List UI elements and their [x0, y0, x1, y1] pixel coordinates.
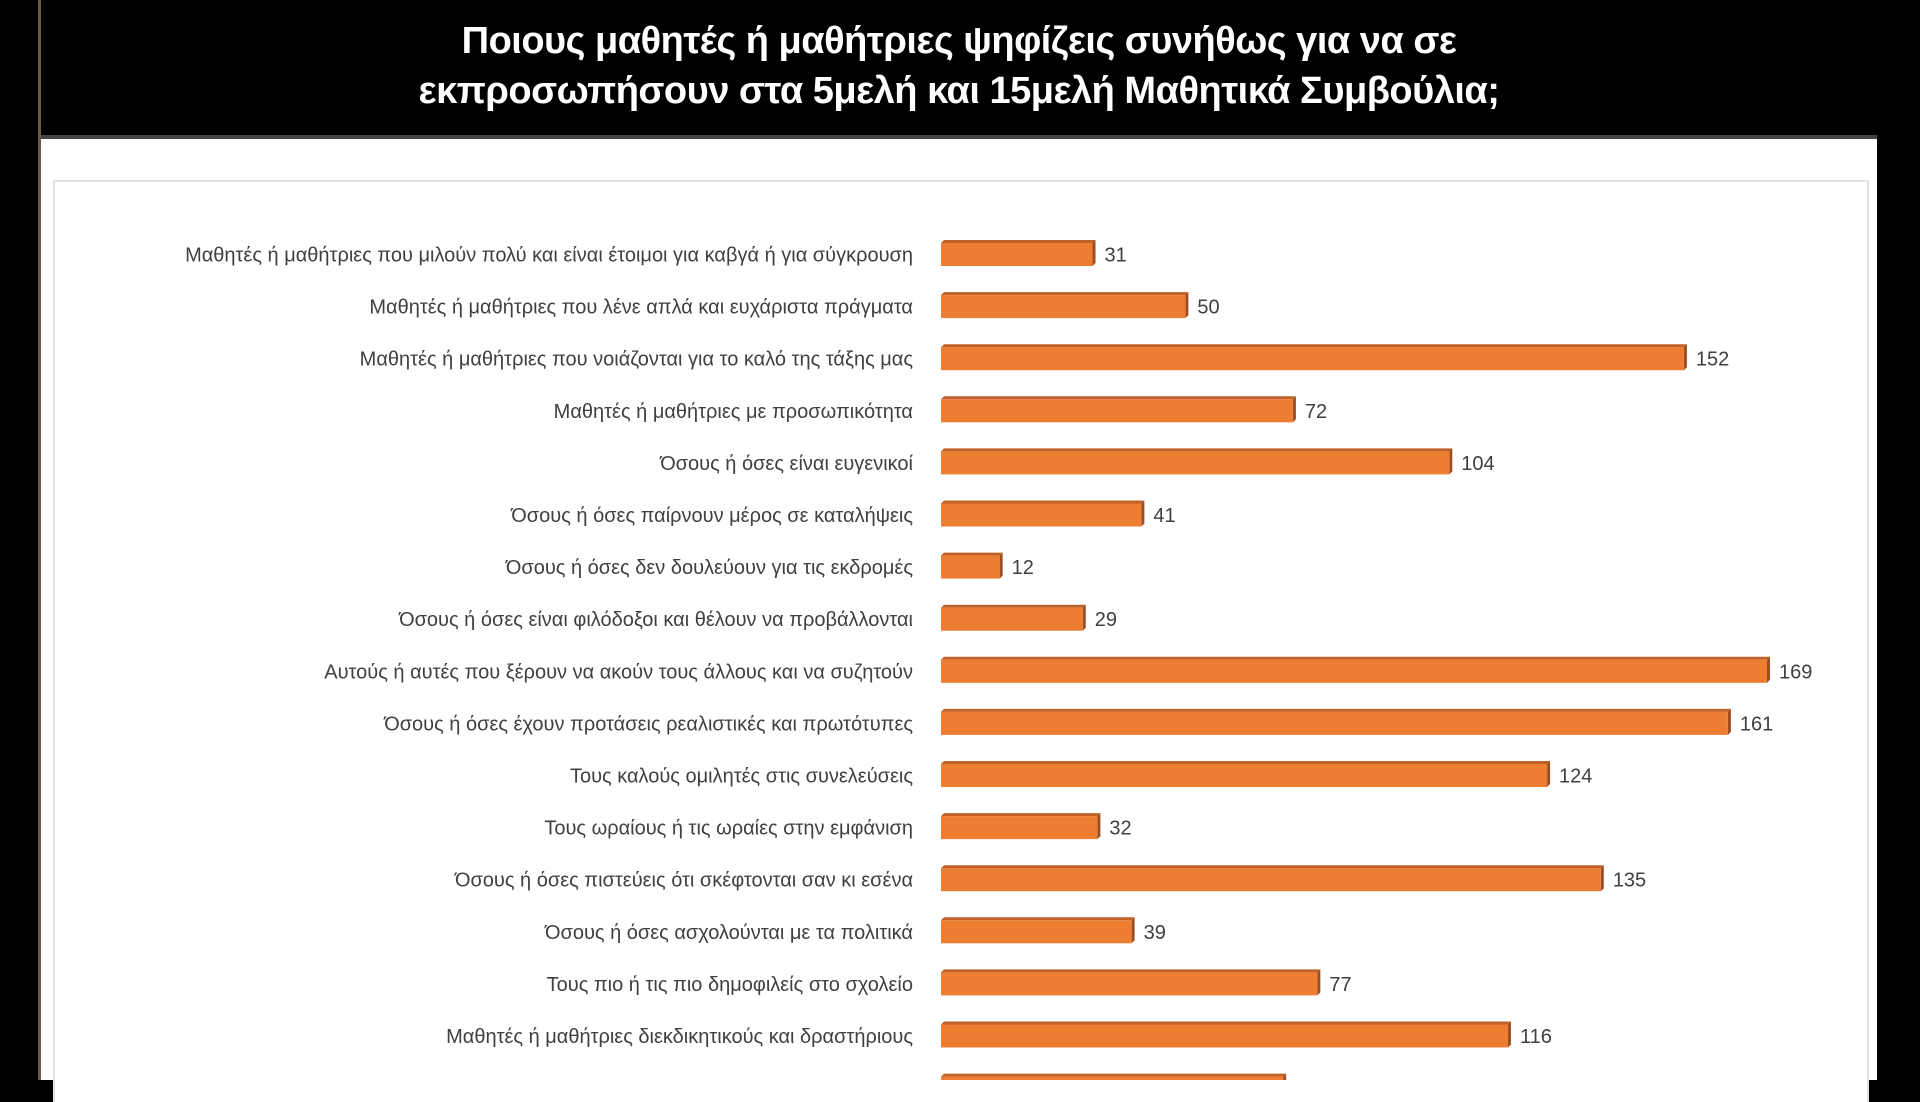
value-label: 161 — [1740, 713, 1773, 735]
category-label: Τους καλούς ομιλητές στις συνελεύσεις — [570, 766, 913, 788]
left-border — [38, 0, 41, 1080]
value-label: 29 — [1095, 609, 1117, 631]
value-label: 152 — [1696, 349, 1729, 371]
value-label: 72 — [1305, 401, 1327, 423]
bar-6 — [941, 500, 1145, 527]
category-label: Όσους ή όσες είναι ευγενικοί — [659, 453, 913, 475]
category-label: Όσους ή όσες παίρνουν μέρος σε καταλήψει… — [510, 505, 913, 527]
bar-12 — [941, 813, 1101, 840]
value-label: 104 — [1461, 453, 1494, 475]
bar-13 — [941, 865, 1604, 892]
title-line-1: Ποιους μαθητές ή μαθήτριες ψηφίζεις συνή… — [461, 20, 1457, 62]
value-label: 169 — [1779, 661, 1812, 683]
bar-1 — [941, 240, 1096, 266]
category-label: Μαθητές ή μαθήτριες που νοιάζονται για τ… — [360, 349, 914, 371]
right-border — [1877, 0, 1920, 1080]
category-label: Μαθητές ή μαθήτριες διεκδικητικούς και δ… — [446, 1026, 913, 1048]
bar-5 — [941, 448, 1453, 475]
bar-2 — [941, 292, 1189, 319]
category-label: Τους ωραίους ή τις ωραίες στην εμφάνιση — [544, 818, 913, 840]
value-label: 41 — [1153, 505, 1175, 527]
category-label: Μαθητές ή μαθήτριες που μιλούν πολύ και … — [185, 245, 913, 267]
category-label: Όσους ή όσες πιστεύεις ότι σκέφτονται σα… — [454, 870, 913, 892]
category-label: Μαθητές ή μαθήτριες με προσωπικότητα — [554, 401, 913, 423]
title-line-2: εκπροσωπήσουν στα 5μελή και 15μελή Μαθητ… — [418, 70, 1500, 112]
value-label: 12 — [1012, 557, 1034, 579]
bar-7 — [941, 552, 1003, 579]
header-bar: Ποιους μαθητές ή μαθήτριες ψηφίζεις συνή… — [41, 0, 1877, 139]
bar-partial — [941, 1073, 1287, 1080]
value-label: 116 — [1520, 1026, 1552, 1048]
category-label: Αυτούς ή αυτές που ξέρουν να ακούν τους … — [324, 661, 913, 683]
category-label: Όσους ή όσες δεν δουλεύουν για τις εκδρο… — [505, 557, 913, 579]
category-label: Όσους ή όσες έχουν προτάσεις ρεαλιστικές… — [383, 713, 913, 735]
bar-4 — [941, 396, 1296, 423]
bar-16 — [941, 1021, 1511, 1048]
value-label: 32 — [1109, 818, 1131, 840]
value-label: 50 — [1197, 297, 1219, 319]
chart-title: Ποιους μαθητές ή μαθήτριες ψηφίζεις συνή… — [41, 16, 1877, 116]
bar-11 — [941, 761, 1551, 787]
bar-10 — [941, 708, 1731, 735]
value-label: 77 — [1329, 974, 1351, 996]
value-label: 31 — [1105, 245, 1127, 267]
category-label: Όσους ή όσες είναι φιλόδοξοι και θέλουν … — [398, 609, 913, 631]
bar-9 — [941, 656, 1770, 683]
value-label: 124 — [1559, 766, 1592, 788]
bar-3 — [941, 344, 1687, 371]
category-label: Μαθητές ή μαθήτριες που λένε απλά και ευ… — [369, 297, 913, 319]
value-label: 135 — [1613, 870, 1646, 892]
category-label: Τους πιο ή τις πιο δημοφιλείς στο σχολεί… — [547, 974, 913, 996]
bar-15 — [941, 969, 1321, 996]
chart-panel — [53, 180, 1869, 1102]
bar-14 — [941, 917, 1135, 944]
bar-8 — [941, 604, 1086, 631]
value-label: 39 — [1144, 922, 1166, 944]
category-label: Όσους ή όσες ασχολούνται με τα πολιτικά — [544, 922, 913, 944]
